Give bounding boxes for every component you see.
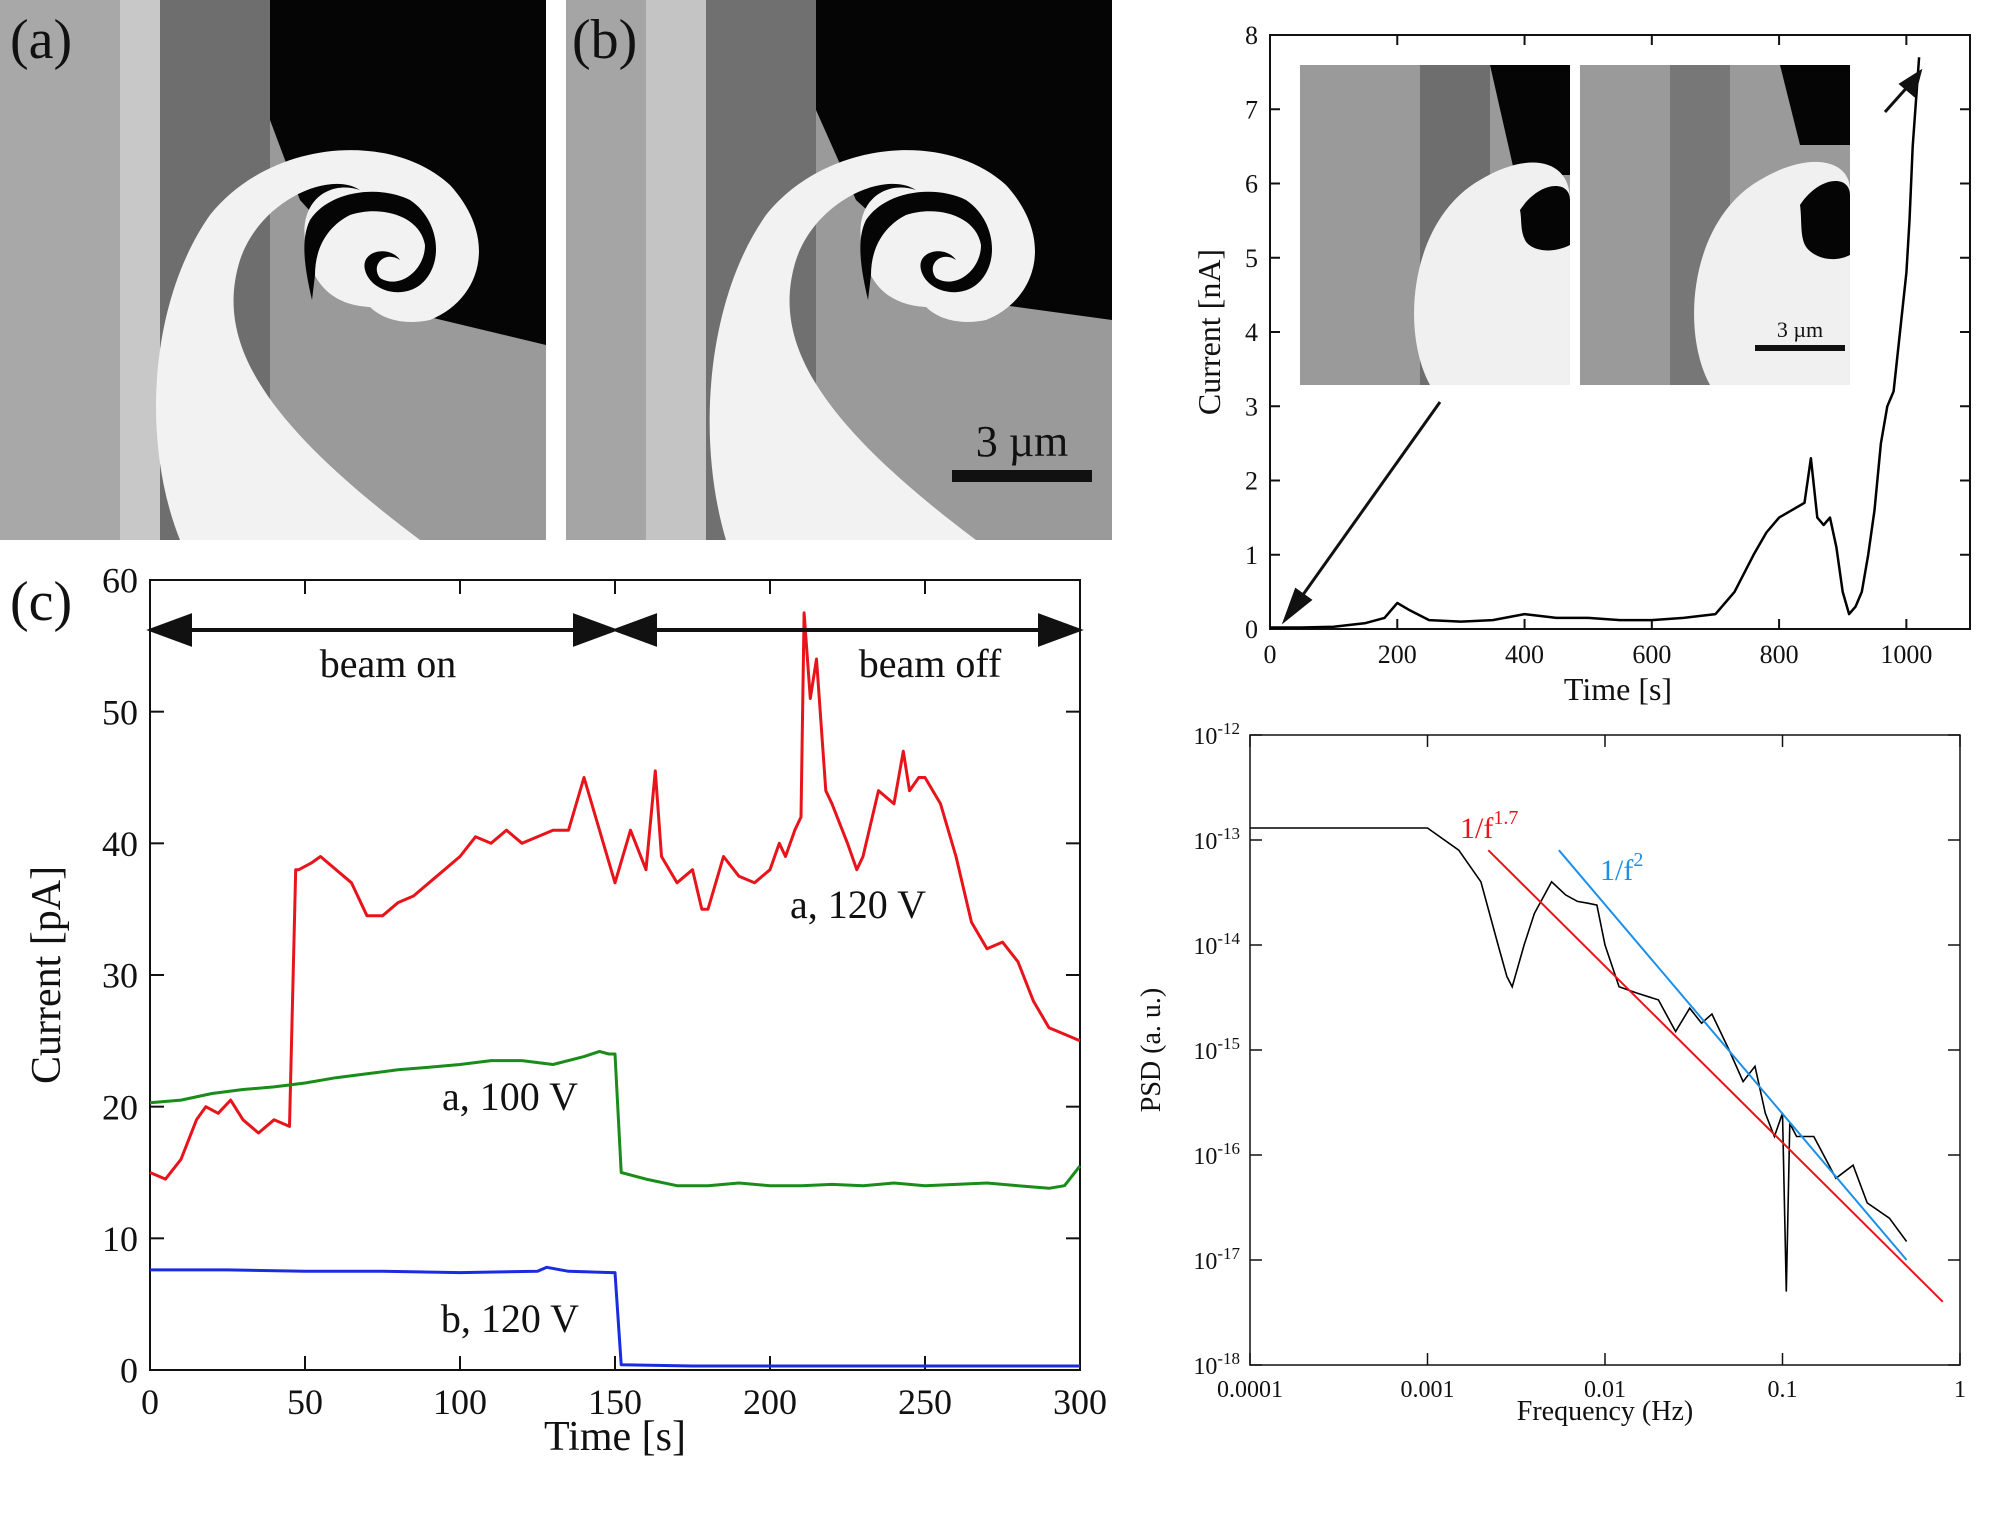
y-tick-label: 0 xyxy=(120,1351,138,1391)
y-tick-label: 10-16 xyxy=(1193,1139,1240,1170)
x-axis-label: Time [s] xyxy=(544,1414,686,1460)
y-tick-label: 30 xyxy=(102,956,138,996)
micrograph-b: 3 µm (b) xyxy=(566,0,1112,540)
y-tick-label: 10-13 xyxy=(1193,824,1240,855)
svg-text:1/f1.7: 1/f1.7 xyxy=(1460,807,1518,845)
y-axis-label: PSD (a. u.) xyxy=(1136,988,1167,1112)
x-tick-label: 200 xyxy=(743,1382,797,1422)
chart-c: (c) 0 50 100 150 200 250 300 0 10 20 30 40 50 60 beam… xyxy=(10,561,1107,1460)
x-tick-label: 0.0001 xyxy=(1217,1377,1283,1403)
pointer-arrows xyxy=(1281,68,1923,625)
y-tick-label: 7 xyxy=(1245,95,1258,124)
y-tick-label: 10-14 xyxy=(1193,929,1240,960)
y-tick-label: 6 xyxy=(1245,170,1258,199)
x-tick-label: 1000 xyxy=(1880,640,1932,669)
series-line-2 xyxy=(150,1265,1080,1368)
series-label-b120: b, 120 V xyxy=(441,1296,579,1341)
inset-scale-bar-label: 3 µm xyxy=(1777,317,1823,342)
psd-series-1 xyxy=(1487,849,1944,1303)
y-tick-label: 60 xyxy=(102,561,138,601)
y-tick-label: 40 xyxy=(102,824,138,864)
x-tick-label: 200 xyxy=(1378,640,1417,669)
x-tick-label: 100 xyxy=(433,1382,487,1422)
svg-text:1/f2: 1/f2 xyxy=(1600,849,1643,887)
y-tick-label: 20 xyxy=(102,1087,138,1127)
x-tick-label: 50 xyxy=(287,1382,323,1422)
x-tick-label: 0 xyxy=(1264,640,1277,669)
fit-label-red: 1/f1.7 xyxy=(1460,807,1518,845)
y-tick-label: 2 xyxy=(1245,467,1258,496)
x-tick-label: 250 xyxy=(898,1382,952,1422)
psd-series-0 xyxy=(1250,827,1908,1292)
x-tick-label: 400 xyxy=(1505,640,1544,669)
series-line-0 xyxy=(149,611,1081,1181)
scale-bar-label: 3 µm xyxy=(976,417,1069,466)
y-tick-label: 50 xyxy=(102,692,138,732)
inset-micrograph-2: 3 µm xyxy=(1580,65,1850,385)
beam-on-label: beam on xyxy=(320,641,457,686)
x-tick-label: 0.001 xyxy=(1401,1377,1455,1403)
series-line-1 xyxy=(149,1049,1082,1190)
y-axis-label: Current [nA] xyxy=(1191,249,1227,415)
chart-psd: 0.0001 0.001 0.01 0.1 1 10-18 10-17 10-16 10-15 1… xyxy=(1136,720,1966,1427)
x-tick-label: 300 xyxy=(1053,1382,1107,1422)
panel-label-c: (c) xyxy=(10,571,72,633)
x-tick-label: 800 xyxy=(1760,640,1799,669)
y-tick-label: 10-17 xyxy=(1193,1244,1240,1275)
micrograph-a: (a) xyxy=(0,0,546,540)
y-tick-label: 5 xyxy=(1245,244,1258,273)
x-tick-label: 0 xyxy=(141,1382,159,1422)
beam-off-label: beam off xyxy=(859,641,1002,686)
y-axis-label: Current [pA] xyxy=(24,866,70,1084)
beam-arrows xyxy=(146,613,1084,647)
panel-label-a: (a) xyxy=(10,9,72,71)
chart-current-na: 0 200 400 600 800 1000 0 1 2 3 4 5 6 7 8 3 µm Time [s]… xyxy=(1191,21,1971,707)
y-tick-label: 1 xyxy=(1245,541,1258,570)
plot-frame xyxy=(149,579,1081,1371)
y-tick-label: 10 xyxy=(102,1219,138,1259)
x-tick-label: 0.1 xyxy=(1768,1377,1798,1403)
psd-series-2 xyxy=(1558,849,1908,1261)
y-tick-label: 4 xyxy=(1245,318,1258,347)
series-label-a100: a, 100 V xyxy=(442,1074,578,1119)
x-tick-label: 0.01 xyxy=(1584,1377,1626,1403)
y-tick-label: 0 xyxy=(1245,615,1258,644)
y-tick-label: 10-18 xyxy=(1193,1349,1240,1380)
y-tick-label: 10-12 xyxy=(1193,720,1240,750)
x-tick-label: 1 xyxy=(1954,1377,1966,1403)
x-tick-label: 150 xyxy=(588,1382,642,1422)
plot-frame xyxy=(1249,734,1961,1366)
x-axis-label: Time [s] xyxy=(1564,671,1672,707)
y-tick-label: 3 xyxy=(1245,392,1258,421)
series-label-a120: a, 120 V xyxy=(790,882,926,927)
x-tick-label: 600 xyxy=(1632,640,1671,669)
scale-bar xyxy=(952,470,1092,482)
y-tick-label: 8 xyxy=(1245,21,1258,50)
y-tick-label: 10-15 xyxy=(1193,1034,1240,1065)
fit-label-blue: 1/f2 xyxy=(1600,849,1643,887)
inset-micrograph-1 xyxy=(1300,65,1570,385)
panel-label-b: (b) xyxy=(572,9,637,71)
inset-scale-bar xyxy=(1755,345,1845,351)
series-line-0 xyxy=(1270,57,1921,629)
x-axis-label: Frequency (Hz) xyxy=(1517,1396,1693,1427)
